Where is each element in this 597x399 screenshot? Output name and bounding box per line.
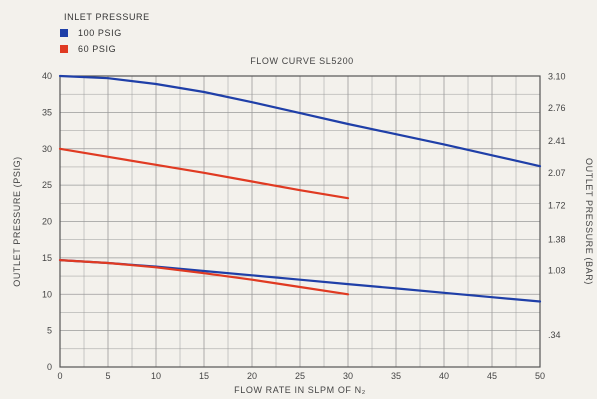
series-line-60-psig-1 [58, 147, 350, 200]
y-left-tick-labels: 0 5 10 15 20 25 30 35 40 [42, 71, 52, 372]
y-left-tick-label: 15 [42, 253, 52, 263]
y-right-tick-label: 3.10 [548, 71, 566, 81]
legend-label-100-psig: 100 PSIG [78, 28, 122, 38]
series-line-100-psig-0 [58, 74, 542, 168]
x-tick-label: 50 [535, 371, 545, 381]
x-tick-label: 40 [439, 371, 449, 381]
y-left-tick-label: 5 [47, 326, 52, 336]
legend-swatch-60-psig [60, 45, 68, 53]
y-right-tick-label: 1.38 [548, 234, 566, 244]
legend: INLET PRESSURE 100 PSIG 60 PSIG [60, 12, 150, 54]
y-right-tick-label: 2.76 [548, 103, 566, 113]
y-left-tick-label: 30 [42, 144, 52, 154]
y-left-tick-label: 20 [42, 217, 52, 227]
y-right-tick-label: 1.03 [548, 265, 566, 275]
y-right-tick-labels: .34 1.03 1.38 1.72 2.07 2.41 2.76 3.10 [548, 71, 566, 340]
x-tick-label: 35 [391, 371, 401, 381]
x-tick-labels: 0 5 10 15 20 25 30 35 40 45 50 [57, 371, 545, 381]
y-axis-label-right: OUTLET PRESSURE (BAR) [584, 158, 594, 285]
series-line-60-psig-3 [58, 259, 350, 296]
y-left-tick-label: 35 [42, 107, 52, 117]
x-axis-label: FLOW RATE IN SLPM OF N₂ [234, 385, 366, 395]
y-right-tick-label: 2.41 [548, 136, 566, 146]
plot-frame [59, 75, 541, 368]
y-axis-label-left: OUTLET PRESSURE (PSIG) [12, 156, 22, 287]
x-tick-label: 15 [199, 371, 209, 381]
y-left-tick-label: 10 [42, 289, 52, 299]
y-left-tick-label: 40 [42, 71, 52, 81]
x-tick-label: 10 [151, 371, 161, 381]
x-tick-label: 45 [487, 371, 497, 381]
x-tick-label: 5 [105, 371, 110, 381]
legend-swatch-100-psig [60, 29, 68, 37]
data-series [58, 74, 542, 303]
legend-title: INLET PRESSURE [64, 12, 150, 22]
x-tick-label: 20 [247, 371, 257, 381]
y-right-tick-label: 2.07 [548, 168, 566, 178]
legend-label-60-psig: 60 PSIG [78, 44, 116, 54]
y-right-tick-label: .34 [548, 330, 561, 340]
y-right-tick-label: 1.72 [548, 201, 566, 211]
x-tick-label: 30 [343, 371, 353, 381]
grid-lines [59, 75, 541, 368]
x-tick-label: 25 [295, 371, 305, 381]
y-left-tick-label: 25 [42, 180, 52, 190]
x-tick-label: 0 [57, 371, 62, 381]
y-left-tick-label: 0 [47, 362, 52, 372]
chart-title: FLOW CURVE SL5200 [250, 56, 354, 66]
